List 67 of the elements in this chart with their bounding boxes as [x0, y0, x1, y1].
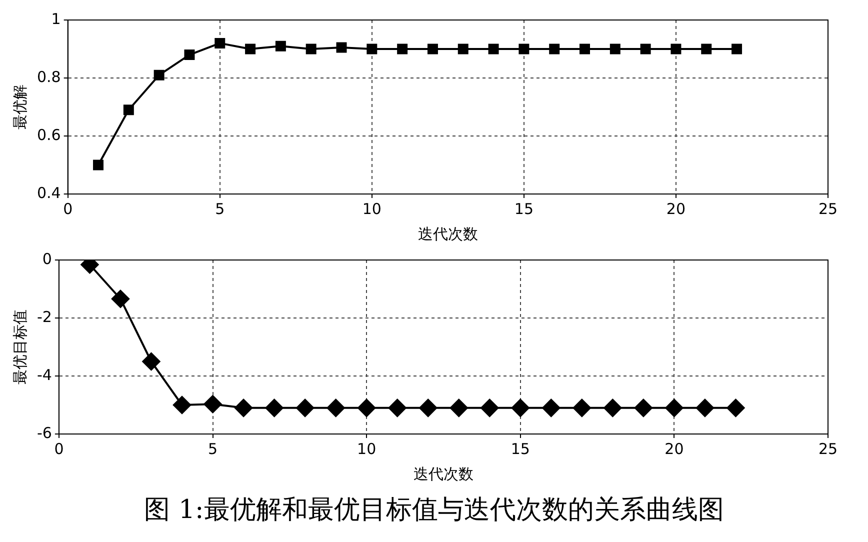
point — [634, 398, 652, 417]
x-tick-label: 0 — [63, 200, 73, 218]
x-tick-label: 20 — [664, 440, 684, 458]
y-axis-title: 最优解 — [10, 84, 29, 130]
point — [518, 44, 530, 54]
point — [580, 44, 590, 54]
point — [336, 42, 347, 53]
y-tick-label: -2 — [36, 308, 52, 326]
point — [670, 44, 682, 54]
point — [173, 396, 192, 414]
point — [306, 44, 316, 54]
point — [204, 395, 222, 414]
point — [275, 40, 286, 52]
point — [665, 398, 684, 417]
point — [488, 44, 499, 54]
point — [572, 398, 591, 417]
point — [214, 38, 226, 48]
point — [93, 160, 104, 170]
point — [732, 44, 742, 54]
y-tick-label: 0.6 — [36, 126, 61, 144]
point — [549, 44, 560, 54]
x-tick-label: 15 — [510, 440, 530, 458]
point — [696, 398, 714, 417]
point — [326, 398, 345, 417]
point — [610, 44, 620, 54]
point — [701, 44, 712, 54]
caption: 图 1:最优解和最优目标值与迭代次数的关系曲线图 — [143, 494, 725, 527]
x-tick-label: 15 — [514, 200, 534, 218]
point — [542, 398, 560, 417]
x-tick-label: 5 — [208, 440, 218, 458]
point — [419, 398, 438, 417]
point — [366, 44, 378, 54]
x-tick-label: 10 — [362, 200, 382, 218]
point — [245, 44, 256, 54]
x-tick-label: 25 — [818, 440, 838, 458]
x-axis-title: 迭代次数 — [413, 464, 474, 483]
point — [511, 398, 530, 417]
x-tick-label: 10 — [357, 440, 376, 458]
point — [265, 398, 284, 417]
point — [142, 352, 160, 370]
point — [397, 44, 408, 54]
y-tick-label: 1 — [51, 10, 61, 28]
point — [388, 398, 406, 417]
point — [123, 104, 134, 116]
y-tick-label: 0.8 — [36, 68, 61, 86]
point — [111, 290, 130, 308]
point — [450, 398, 468, 417]
y-tick-label: -4 — [36, 366, 52, 384]
point — [427, 44, 438, 54]
x-tick-label: 5 — [215, 200, 225, 218]
y-tick-label: 0.4 — [36, 184, 61, 202]
y-tick-label: 0 — [42, 250, 52, 268]
point — [604, 398, 622, 417]
point — [358, 398, 376, 417]
point — [184, 50, 195, 60]
point — [234, 398, 253, 417]
point — [296, 398, 314, 417]
point — [480, 398, 499, 417]
point — [154, 70, 164, 80]
point — [640, 44, 651, 54]
y-tick-label: -6 — [36, 424, 52, 442]
y-axis-title: 最优目标值 — [10, 310, 29, 384]
point — [458, 44, 468, 54]
x-tick-label: 20 — [666, 200, 686, 218]
point — [726, 398, 745, 417]
x-axis-title: 迭代次数 — [418, 224, 478, 243]
x-tick-label: 25 — [818, 200, 838, 218]
